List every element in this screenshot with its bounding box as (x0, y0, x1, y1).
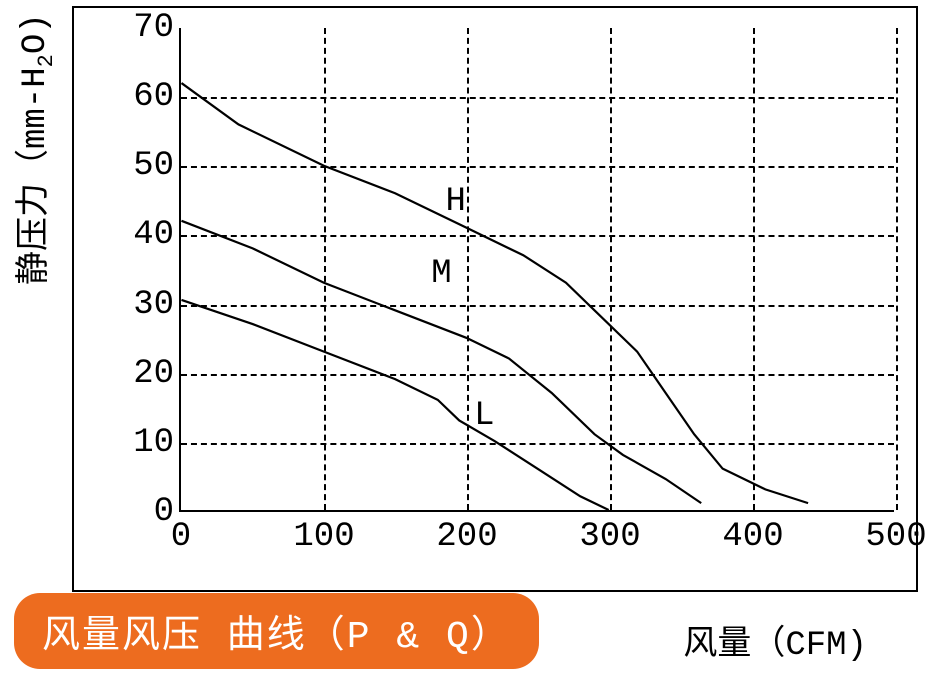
x-tick-label: 0 (171, 518, 191, 556)
chart-title-pill: 风量风压 曲线（P & Q） (14, 593, 539, 669)
plot-outer-border: 0102030405060700100200300400500HML (72, 6, 918, 592)
chart-curves (181, 28, 894, 510)
grid-vertical (753, 28, 755, 510)
x-tick-label: 100 (293, 518, 354, 556)
grid-horizontal (181, 374, 894, 376)
x-tick-label: 500 (865, 518, 926, 556)
grid-horizontal (181, 443, 894, 445)
grid-vertical (324, 28, 326, 510)
x-tick-label: 400 (722, 518, 783, 556)
plot-area: 0102030405060700100200300400500HML (179, 28, 894, 512)
y-tick-label: 20 (114, 355, 174, 393)
grid-horizontal (181, 305, 894, 307)
series-label-M: M (431, 255, 451, 293)
y-axis-label: 静压力（mm-H2O) (5, 13, 59, 285)
chart-container: 静压力（mm-H2O) 0 10 20 30 40 50 60 70 0 100 200 300 400… (0, 0, 927, 683)
y-tick-label: 70 (114, 9, 174, 47)
grid-vertical (467, 28, 469, 510)
grid-horizontal (181, 235, 894, 237)
x-axis-label: 风量（CFM) (683, 615, 867, 665)
y-tick-label: 40 (114, 216, 174, 254)
x-tick-label: 300 (579, 518, 640, 556)
grid-horizontal (181, 97, 894, 99)
grid-vertical (610, 28, 612, 510)
y-tick-label: 50 (114, 147, 174, 185)
series-label-H: H (446, 183, 466, 221)
series-label-L: L (474, 397, 494, 435)
y-tick-label: 10 (114, 424, 174, 462)
y-tick-label: 0 (114, 493, 174, 531)
grid-vertical (896, 28, 898, 510)
grid-horizontal (181, 166, 894, 168)
x-tick-label: 200 (436, 518, 497, 556)
series-L (181, 300, 608, 510)
y-tick-label: 60 (114, 78, 174, 116)
y-tick-label: 30 (114, 286, 174, 324)
